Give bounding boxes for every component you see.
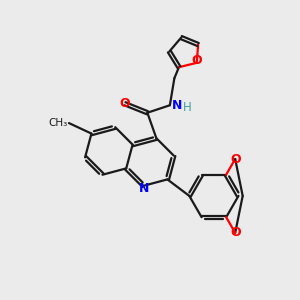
Text: O: O bbox=[120, 97, 130, 110]
Text: O: O bbox=[191, 54, 202, 67]
Text: O: O bbox=[230, 152, 241, 166]
Text: N: N bbox=[138, 182, 149, 195]
Text: CH₃: CH₃ bbox=[48, 118, 68, 128]
Text: H: H bbox=[182, 101, 191, 114]
Text: N: N bbox=[172, 99, 182, 112]
Text: O: O bbox=[230, 226, 241, 239]
